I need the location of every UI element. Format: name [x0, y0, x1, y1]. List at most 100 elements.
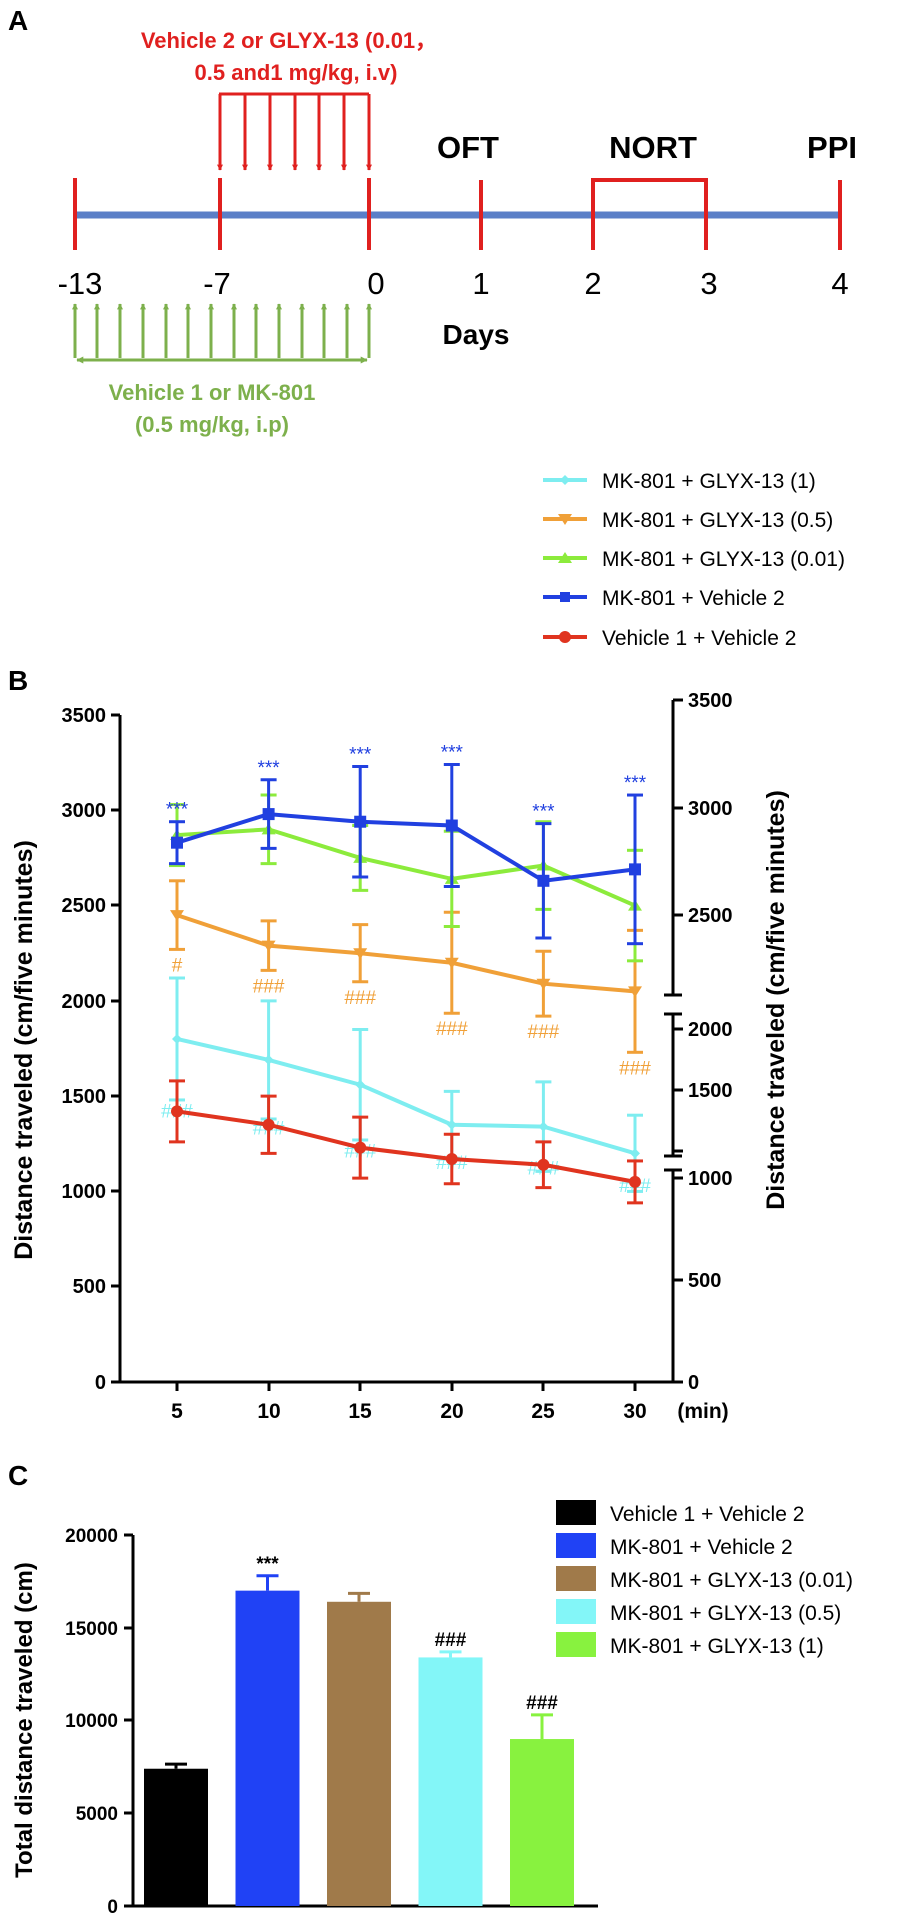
- panel-c-label: C: [8, 1460, 28, 1491]
- tick-day-3: 3: [700, 266, 717, 301]
- panel-a: A Vehicle 2 or GLYX-13 (0.01， 0.5 and1 m…: [8, 5, 857, 437]
- legend-b-item-glyx05: MK-801 + GLYX-13 (0.5): [543, 509, 833, 532]
- panel-c-legend: Vehicle 1 + Vehicle 2 MK-801 + Vehicle 2…: [556, 1500, 853, 1658]
- data-point: [354, 1141, 367, 1154]
- tick-day-4: 4: [831, 266, 848, 301]
- test-label-oft: OFT: [437, 130, 499, 165]
- bar-mk-801-vehicle-2: [235, 1590, 300, 1906]
- left-tick-0: 0: [95, 1372, 106, 1394]
- data-point: [538, 1121, 549, 1132]
- left-y-axis-title: Distance traveled (cm/five minutes): [10, 840, 38, 1260]
- bar-y-tick-labels: 0 5000 10000 15000 20000: [65, 1526, 118, 1918]
- x-ticks: [175, 1382, 637, 1391]
- series-line-mk-801-vehicle-2: [176, 812, 636, 883]
- svg-text:MK-801 + GLYX-13 (1): MK-801 + GLYX-13 (1): [602, 470, 816, 493]
- tick-day-0: 0: [367, 266, 384, 301]
- series-vehicle-1-vehicle-2: [169, 1079, 643, 1205]
- test-label-ppi: PPI: [807, 130, 857, 165]
- test-label-nort: NORT: [609, 130, 697, 165]
- data-point: [263, 1054, 274, 1065]
- data-point: [444, 957, 459, 969]
- significance-label: ###: [619, 1058, 651, 1079]
- series-mk-801-vehicle-2: *** *** *** *** *** ***: [166, 743, 647, 946]
- significance-label: ***: [349, 744, 372, 765]
- significance-label: ###: [528, 1022, 560, 1043]
- data-point: [445, 819, 458, 832]
- right-y-ticks: [673, 698, 683, 1384]
- bar-group-vehicle-1-vehicle-2: [144, 1762, 208, 1906]
- significance-label: ***: [532, 802, 555, 823]
- data-point: [261, 940, 276, 952]
- bar-y-axis-title: Total distance traveled (cm): [11, 1562, 38, 1878]
- legend-c-item-glyx1: MK-801 + GLYX-13 (1): [556, 1632, 824, 1658]
- legend-c-item-glyx05: MK-801 + GLYX-13 (0.5): [556, 1599, 841, 1625]
- legend-b-item-mk801-veh2: MK-801 + Vehicle 2: [543, 587, 785, 610]
- bar-group-mk-801-glyx-13-0-01: [327, 1591, 391, 1906]
- right-y-tick-labels: 0 500 1000 1500 2000 2500 3000 3500: [688, 690, 733, 1394]
- series-line-vehicle-1-vehicle-2: [176, 1109, 636, 1184]
- right-y-axis-title: Distance traveled (cm/five minutes): [762, 790, 790, 1210]
- legend-b-item-glyx001: MK-801 + GLYX-13 (0.01): [543, 548, 845, 571]
- bar-chart-marks: *** ### ###: [144, 1554, 574, 1906]
- right-y-axis: [664, 700, 682, 1382]
- panel-b: B MK-801 + GLYX-13 (1) MK-801 + GLYX-13 …: [8, 470, 845, 1423]
- bar-tick-5000: 5000: [76, 1804, 118, 1825]
- bar-significance-label: ***: [256, 1554, 279, 1575]
- significance-label: ###: [436, 1019, 468, 1040]
- significance-label: ***: [166, 800, 189, 821]
- svg-text:MK-801 + Vehicle 2: MK-801 + Vehicle 2: [602, 587, 785, 610]
- x-tick-15: 15: [348, 1400, 372, 1423]
- bar-mk-801-glyx-13-0-01: [327, 1601, 391, 1906]
- legend-c-item-veh1-veh2: Vehicle 1 + Vehicle 2: [556, 1500, 804, 1526]
- significance-label: ###: [253, 976, 285, 997]
- bar-mk-801-glyx-13-1: [510, 1739, 574, 1906]
- right-tick-0: 0: [688, 1372, 699, 1394]
- x-tick-labels: 5 10 15 20 25 30: [171, 1400, 647, 1423]
- data-point: [172, 1033, 182, 1044]
- x-tick-30: 30: [623, 1400, 646, 1423]
- bar-tick-0: 0: [107, 1897, 118, 1918]
- bar-group-mk-801-glyx-13-1: ###: [510, 1693, 574, 1906]
- panel-a-label: A: [8, 5, 28, 36]
- significance-label: ###: [344, 988, 376, 1009]
- series-line-mk-801-glyx-13-0-5: [176, 913, 636, 994]
- series-line-mk-801-glyx-13-1: [176, 1037, 636, 1156]
- x-tick-25: 25: [531, 1400, 555, 1423]
- series-mk-801-glyx-13-1: ##################: [161, 976, 651, 1197]
- panel-c: C Vehicle 1 + Vehicle 2 MK-801 + Vehicle…: [8, 1460, 853, 1918]
- bar-tick-15000: 15000: [65, 1619, 118, 1640]
- panel-b-label: B: [8, 665, 28, 696]
- data-point: [537, 1158, 550, 1171]
- ip-injection-arrows: [72, 303, 372, 364]
- tick-day-minus7: -7: [203, 266, 231, 301]
- x-tick-5: 5: [171, 1400, 183, 1423]
- treatment1-label-line1: Vehicle 1 or MK-801: [109, 380, 316, 405]
- legend-c-item-glyx001: MK-801 + GLYX-13 (0.01): [556, 1566, 853, 1592]
- right-tick-1500: 1500: [688, 1080, 733, 1102]
- treatment2-label-line1: Vehicle 2 or GLYX-13 (0.01，: [141, 28, 437, 53]
- right-tick-1000: 1000: [688, 1168, 733, 1190]
- data-point: [629, 863, 641, 876]
- left-tick-2500: 2500: [62, 895, 107, 917]
- treatment2-label-line2: 0.5 and1 mg/kg, i.v): [195, 60, 398, 85]
- data-point: [537, 874, 550, 887]
- panel-b-legend: MK-801 + GLYX-13 (1) MK-801 + GLYX-13 (0…: [543, 470, 845, 650]
- series-mk-801-glyx-13-0-5: ########## ######: [169, 879, 651, 1079]
- svg-text:MK-801 + GLYX-13 (0.5): MK-801 + GLYX-13 (0.5): [602, 509, 833, 532]
- x-tick-20: 20: [440, 1400, 463, 1423]
- left-tick-500: 500: [73, 1276, 106, 1298]
- data-point: [536, 978, 551, 990]
- treatment1-label-line2: (0.5 mg/kg, i.p): [135, 412, 289, 437]
- data-point: [445, 1153, 458, 1166]
- legend-b-item-veh1-veh2: Vehicle 1 + Vehicle 2: [543, 627, 796, 650]
- right-tick-3000: 3000: [688, 798, 733, 820]
- nort-bracket: [591, 178, 708, 182]
- bar-vehicle-1-vehicle-2: [144, 1768, 208, 1906]
- data-point: [171, 836, 183, 849]
- right-tick-2500: 2500: [688, 905, 733, 927]
- days-axis-label: Days: [443, 319, 510, 350]
- right-tick-3500: 3500: [688, 690, 733, 712]
- svg-text:MK-801 + GLYX-13 (1): MK-801 + GLYX-13 (1): [610, 1635, 824, 1658]
- data-point: [630, 1148, 640, 1159]
- x-tick-10: 10: [257, 1400, 280, 1423]
